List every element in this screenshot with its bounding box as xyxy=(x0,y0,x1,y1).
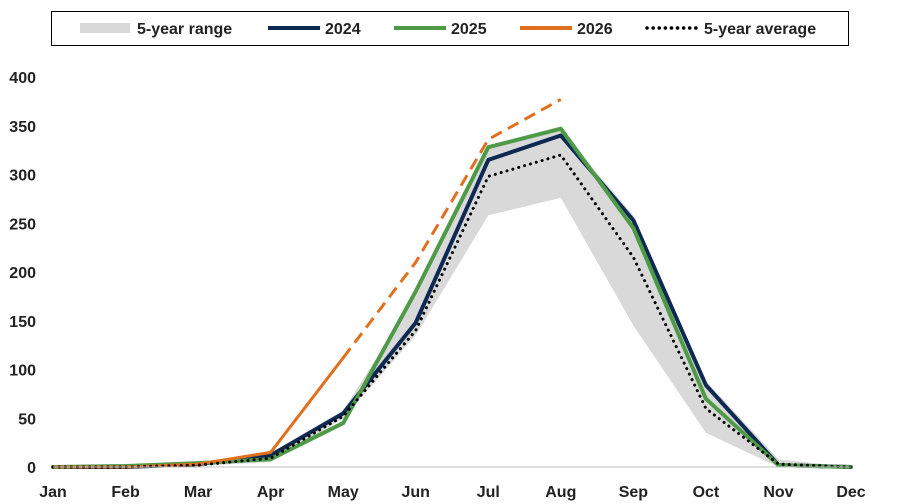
y-tick-label-200: 200 xyxy=(9,265,36,282)
y-tick-label-50: 50 xyxy=(18,411,36,428)
y-tick-label-300: 300 xyxy=(9,168,36,185)
legend-item-2026: 2026 xyxy=(520,21,613,38)
legend-item-5-year-average: 5-year average xyxy=(645,21,816,38)
legend-label-2025: 2025 xyxy=(451,21,487,38)
legend-item-2025: 2025 xyxy=(394,21,487,38)
legend-swatch-5-year-range xyxy=(80,23,130,33)
legend-item-2024: 2024 xyxy=(268,21,361,38)
range-band-layer xyxy=(53,130,851,467)
x-tick-label-mar: Mar xyxy=(184,484,212,501)
series-lines-layer xyxy=(51,98,853,469)
legend-label-5-year-range: 5-year range xyxy=(137,21,232,38)
x-tick-label-sep: Sep xyxy=(619,484,649,501)
x-tick-label-aug: Aug xyxy=(545,484,576,501)
legend-item-5-year-range: 5-year range xyxy=(80,21,232,38)
series-line-2026-projection xyxy=(342,98,562,359)
x-axis: Jan Feb Mar Apr May Jun Jul Aug Sep Oct Nov Dec xyxy=(39,466,866,501)
y-tick-label-150: 150 xyxy=(9,314,36,331)
series-line-5-year-average xyxy=(51,153,853,469)
x-tick-label-jul: Jul xyxy=(477,484,500,501)
y-axis: 0 50 100 150 200 250 300 350 400 xyxy=(9,70,36,477)
x-tick-label-nov: Nov xyxy=(763,484,793,501)
y-tick-label-250: 250 xyxy=(9,216,36,233)
legend-label-2026: 2026 xyxy=(577,21,613,38)
y-tick-label-100: 100 xyxy=(9,363,36,380)
x-tick-label-feb: Feb xyxy=(111,484,140,501)
plot-area xyxy=(51,98,853,469)
legend: 5-year range 2024 2025 2026 5-year average xyxy=(51,11,849,46)
x-tick-label-dec: Dec xyxy=(836,484,865,501)
legend-box xyxy=(51,11,849,46)
y-tick-label-400: 400 xyxy=(9,70,36,87)
x-tick-label-apr: Apr xyxy=(257,484,285,501)
y-tick-label-350: 350 xyxy=(9,119,36,136)
y-tick-label-0: 0 xyxy=(27,460,36,477)
range-band xyxy=(53,130,851,467)
legend-label-2024: 2024 xyxy=(325,21,361,38)
x-tick-label-oct: Oct xyxy=(693,484,720,501)
series-line-2026 xyxy=(51,356,345,469)
x-tick-label-jun: Jun xyxy=(402,484,430,501)
x-tick-label-jan: Jan xyxy=(39,484,67,501)
legend-label-5-year-average: 5-year average xyxy=(704,21,816,38)
x-tick-label-may: May xyxy=(328,484,359,501)
